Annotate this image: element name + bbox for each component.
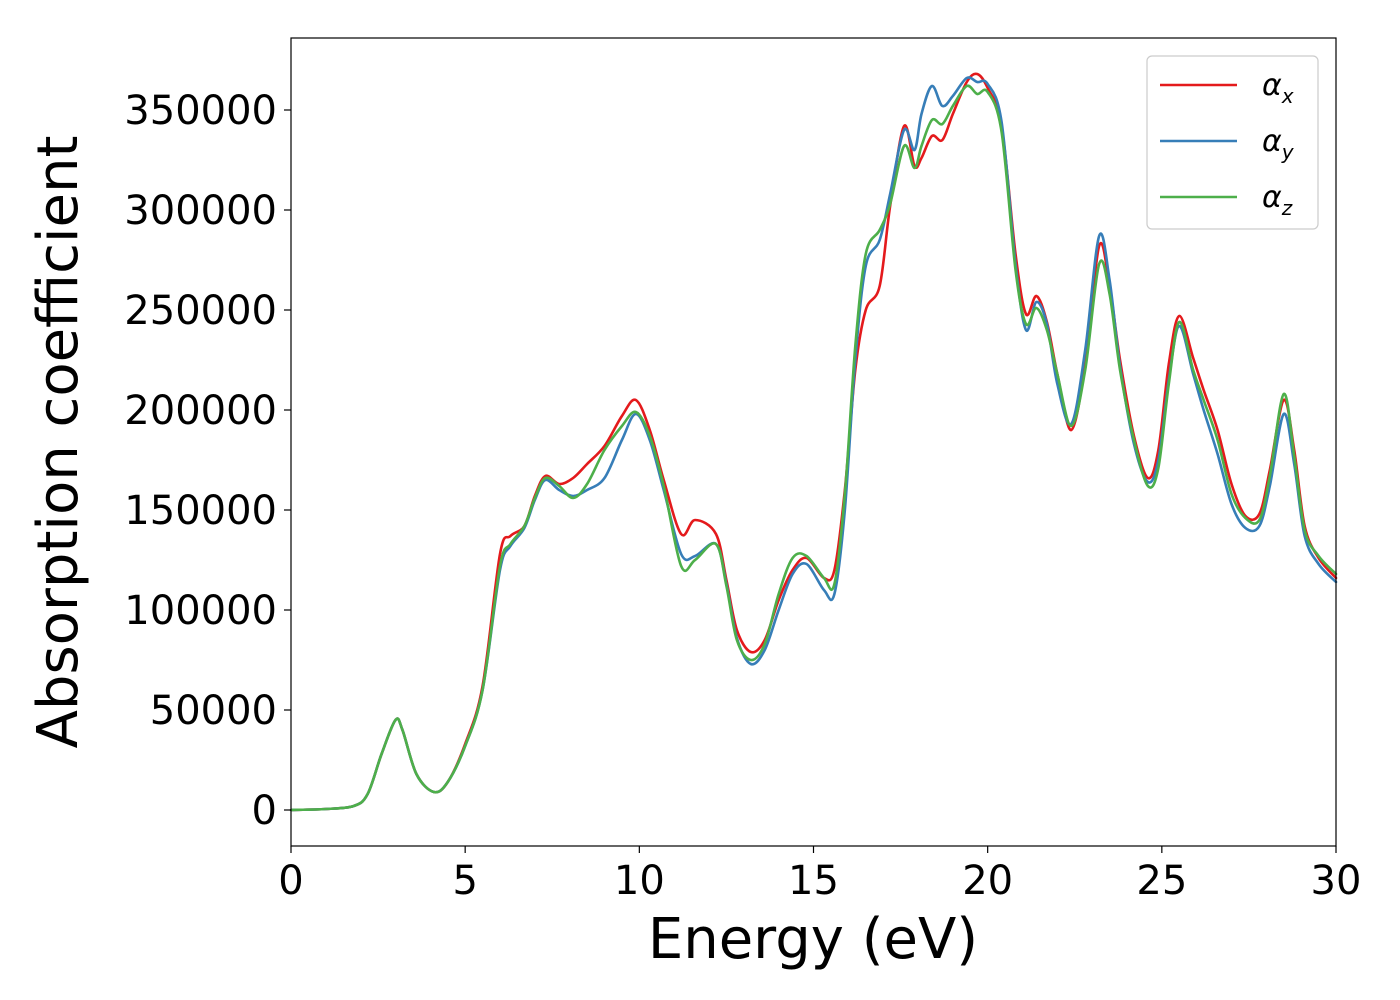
- y-tick-label: 250000: [124, 288, 277, 334]
- y-tick-label: 150000: [124, 488, 277, 534]
- x-tick-label: 30: [1311, 858, 1362, 904]
- x-tick-label: 25: [1136, 858, 1187, 904]
- series-layer: [289, 72, 1338, 812]
- legend-subscript: x: [1281, 84, 1294, 108]
- x-tick-label: 15: [788, 858, 839, 904]
- legend-subscript: y: [1281, 140, 1295, 164]
- legend-label-alpha-x: αx: [1262, 68, 1294, 108]
- y-tick-label: 100000: [124, 588, 277, 634]
- x-tick-label: 5: [452, 858, 477, 904]
- series-line-alpha-z: [289, 84, 1338, 812]
- legend-symbol: α: [1262, 180, 1282, 215]
- y-axis-label: Absorption coefficient: [26, 136, 91, 749]
- legend-subscript: z: [1281, 196, 1293, 220]
- y-axis: 0 50000 100000 150000 200000 250000 300000 3500…: [124, 88, 291, 834]
- y-tick-label: 50000: [150, 688, 277, 734]
- series-line-alpha-x: [289, 72, 1338, 812]
- legend-symbol: α: [1262, 68, 1282, 103]
- y-tick-label: 300000: [124, 188, 277, 234]
- y-tick-label: 0: [252, 788, 277, 834]
- x-axis: 0 5 10 15 20 25 30: [278, 846, 1361, 904]
- legend-box: [1146, 55, 1319, 230]
- x-tick-label: 0: [278, 858, 303, 904]
- x-axis-label: Energy (eV): [648, 907, 978, 972]
- legend-label-alpha-z: αz: [1262, 180, 1293, 220]
- x-tick-label: 20: [962, 858, 1013, 904]
- legend-label-alpha-y: αy: [1262, 124, 1295, 164]
- x-tick-label: 10: [614, 858, 665, 904]
- legend-symbol: α: [1262, 124, 1282, 159]
- y-tick-label: 350000: [124, 88, 277, 134]
- y-tick-label: 200000: [124, 388, 277, 434]
